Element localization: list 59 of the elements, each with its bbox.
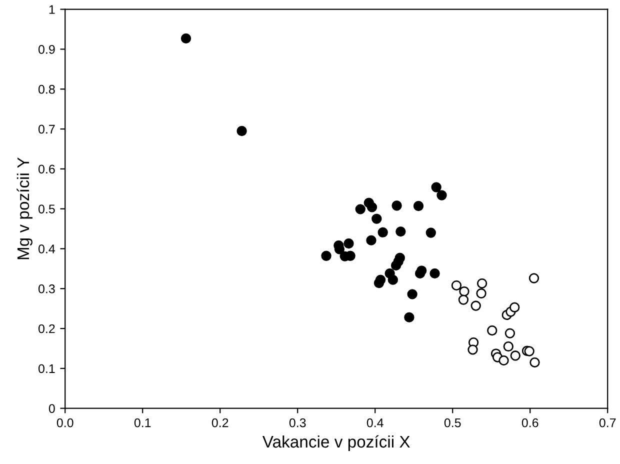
point xyxy=(510,302,520,312)
point xyxy=(436,190,447,200)
point xyxy=(321,250,332,261)
point xyxy=(503,341,514,352)
point xyxy=(404,312,414,322)
x-tick-label: 0.5 xyxy=(444,418,461,428)
point xyxy=(374,278,384,288)
point xyxy=(416,266,427,276)
x-tick-label: 0.2 xyxy=(212,418,228,428)
point xyxy=(396,226,406,237)
y-tick-label: 0.1 xyxy=(38,364,55,374)
point xyxy=(378,227,388,238)
point xyxy=(366,235,376,246)
point xyxy=(476,288,486,298)
point xyxy=(355,204,366,214)
point xyxy=(451,280,462,290)
point xyxy=(236,126,247,136)
point xyxy=(407,289,418,300)
x-tick-label: 0.3 xyxy=(289,418,306,428)
point xyxy=(498,355,509,366)
y-axis-title: Mg v pozícii Y xyxy=(16,157,32,260)
point xyxy=(431,182,442,192)
y-tick-label: 0 xyxy=(48,404,55,413)
point xyxy=(487,325,498,336)
point xyxy=(344,238,354,249)
point xyxy=(388,274,398,285)
y-tick-label: 0.9 xyxy=(38,44,55,54)
point xyxy=(476,278,488,289)
x-tick-label: 0.0 xyxy=(56,418,74,428)
x-axis-title: Vakancie v pozícii X xyxy=(262,435,410,451)
point xyxy=(510,350,520,361)
x-tick-label: 0.6 xyxy=(522,418,538,428)
point xyxy=(366,202,378,212)
point xyxy=(530,357,540,368)
y-tick-label: 0.2 xyxy=(38,324,55,334)
point xyxy=(426,228,436,238)
point xyxy=(180,33,192,44)
point xyxy=(430,268,440,279)
point xyxy=(458,294,469,305)
y-tick-label: 0.3 xyxy=(38,284,55,294)
point xyxy=(372,214,382,224)
point xyxy=(524,346,534,356)
y-tick-label: 0.8 xyxy=(38,84,55,94)
point xyxy=(504,328,516,338)
y-tick-label: 0.6 xyxy=(38,164,55,174)
point xyxy=(470,300,481,311)
point xyxy=(394,252,405,263)
x-tick-label: 0.1 xyxy=(134,418,151,428)
x-tick-label: 0.7 xyxy=(599,418,616,428)
point xyxy=(413,200,424,212)
y-tick-label: 0.7 xyxy=(38,124,55,134)
point xyxy=(468,344,478,355)
point xyxy=(528,273,540,284)
point xyxy=(392,200,402,211)
x-tick-label: 0.4 xyxy=(366,418,384,428)
point xyxy=(459,286,470,296)
y-tick-label: 0.5 xyxy=(38,204,55,214)
y-tick-label: 1 xyxy=(49,5,55,14)
y-tick-label: 0.4 xyxy=(38,244,56,254)
